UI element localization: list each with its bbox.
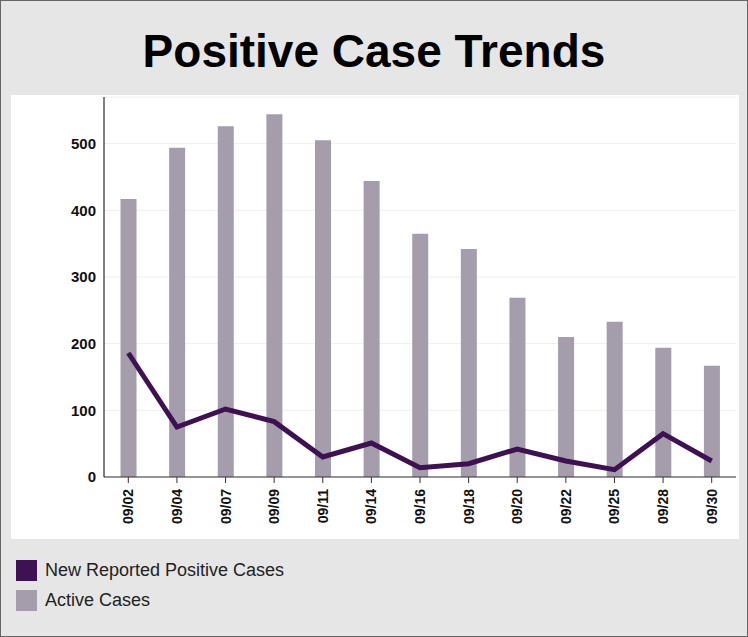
svg-text:09/02: 09/02 bbox=[120, 489, 136, 524]
svg-text:09/20: 09/20 bbox=[509, 489, 525, 524]
svg-text:09/25: 09/25 bbox=[606, 489, 622, 524]
svg-text:09/04: 09/04 bbox=[169, 489, 185, 524]
svg-text:09/14: 09/14 bbox=[363, 489, 379, 524]
svg-text:09/22: 09/22 bbox=[558, 489, 574, 524]
svg-text:09/18: 09/18 bbox=[461, 489, 477, 524]
html-text:Positive Case Trends: Positive Case Trends bbox=[142, 25, 606, 77]
html-text:New Reported Positive Cases: New Reported Positive Cases bbox=[45, 559, 285, 580]
svg-text:09/30: 09/30 bbox=[704, 489, 720, 524]
svg-text:300: 300 bbox=[71, 268, 96, 285]
svg-text:09/07: 09/07 bbox=[218, 489, 234, 524]
svg-text:500: 500 bbox=[71, 135, 96, 152]
svg-text:09/09: 09/09 bbox=[266, 489, 282, 524]
svg-text:200: 200 bbox=[71, 335, 96, 352]
svg-text:09/16: 09/16 bbox=[412, 489, 428, 524]
svg-text:0: 0 bbox=[88, 468, 96, 485]
svg-text:09/11: 09/11 bbox=[315, 489, 331, 523]
svg-text:100: 100 bbox=[71, 402, 96, 419]
svg-text:09/28: 09/28 bbox=[655, 489, 671, 524]
html-text:Active Cases: Active Cases bbox=[45, 589, 150, 610]
svg-text:400: 400 bbox=[71, 202, 96, 219]
